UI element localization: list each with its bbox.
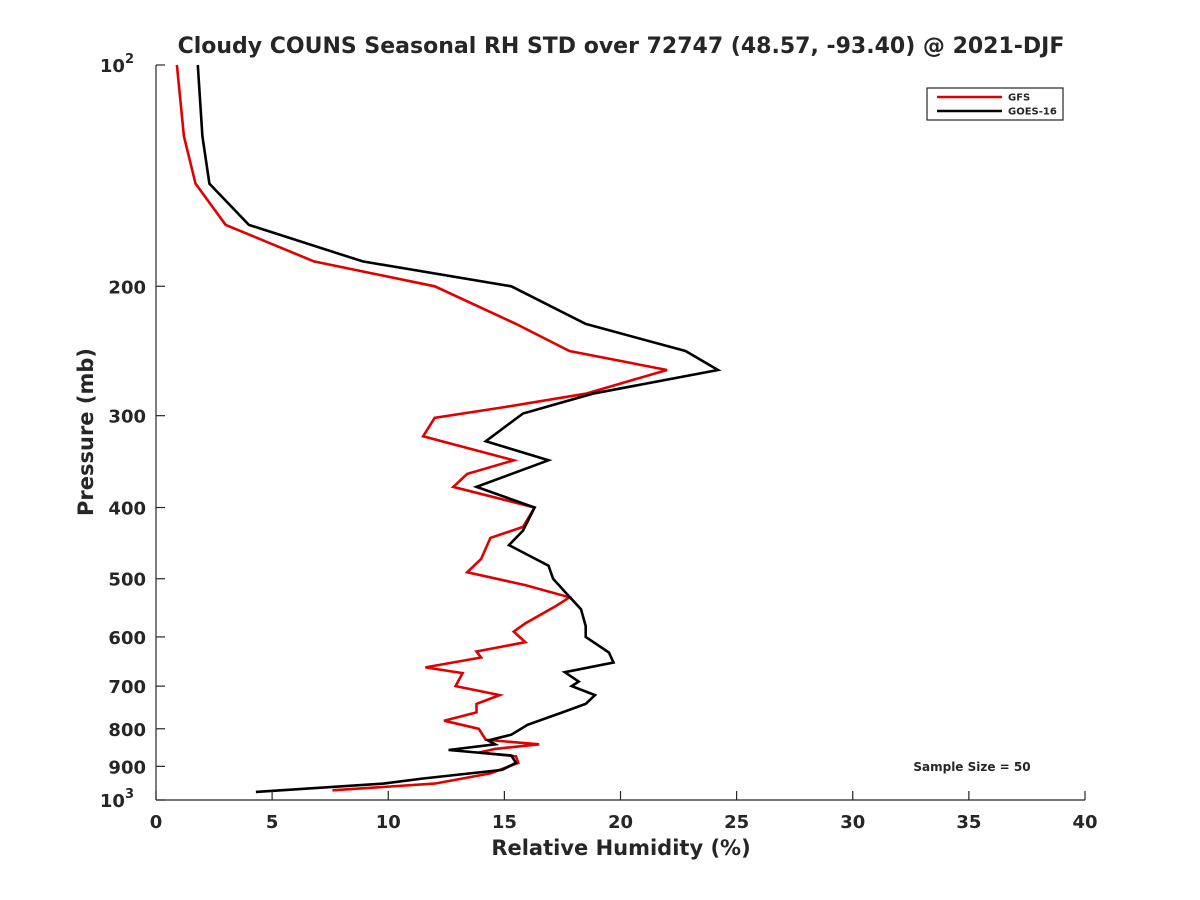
x-tick-label: 40 [1072,812,1097,833]
y-tick-label: 700 [108,677,146,698]
y-tick-label: 200 [108,277,146,298]
x-tick-label: 30 [840,812,865,833]
x-tick-label: 0 [150,812,163,833]
y-tick-label: 600 [108,628,146,649]
x-tick-label: 20 [608,812,633,833]
y-tick-label: 102 [100,52,134,77]
y-tick-label: 900 [108,757,146,778]
x-tick-label: 5 [266,812,279,833]
x-ticks: 0 5 10 15 20 25 30 35 40 [150,791,1098,833]
y-ticks: 102 200 300 400 500 600 700 800 900 103 [100,52,165,812]
legend-label-gfs: GFS [1008,93,1030,104]
x-tick-label: 15 [492,812,517,833]
y-tick-label: 500 [108,570,146,591]
x-tick-label: 25 [724,812,749,833]
legend-box [926,87,1064,121]
y-tick-label: 300 [108,407,146,428]
chart-title: Cloudy COUNS Seasonal RH STD over 72747 … [178,34,1065,59]
y-tick-label: 800 [108,720,146,741]
x-tick-label: 35 [956,812,981,833]
series-line-goes-16 [196,64,722,794]
y-axis-label: Pressure (mb) [74,348,98,516]
legend-label-goes-16: GOES-16 [1008,107,1057,118]
series-line-gfs [175,64,668,792]
x-axis-label: Relative Humidity (%) [491,836,750,860]
y-tick-label: 400 [108,499,146,520]
y-tick-label: 103 [100,787,134,812]
sample-size-annotation: Sample Size = 50 [913,760,1030,774]
x-tick-label: 10 [376,812,401,833]
series-layer [175,64,722,794]
legend: GFS GOES-16 [926,87,1064,121]
